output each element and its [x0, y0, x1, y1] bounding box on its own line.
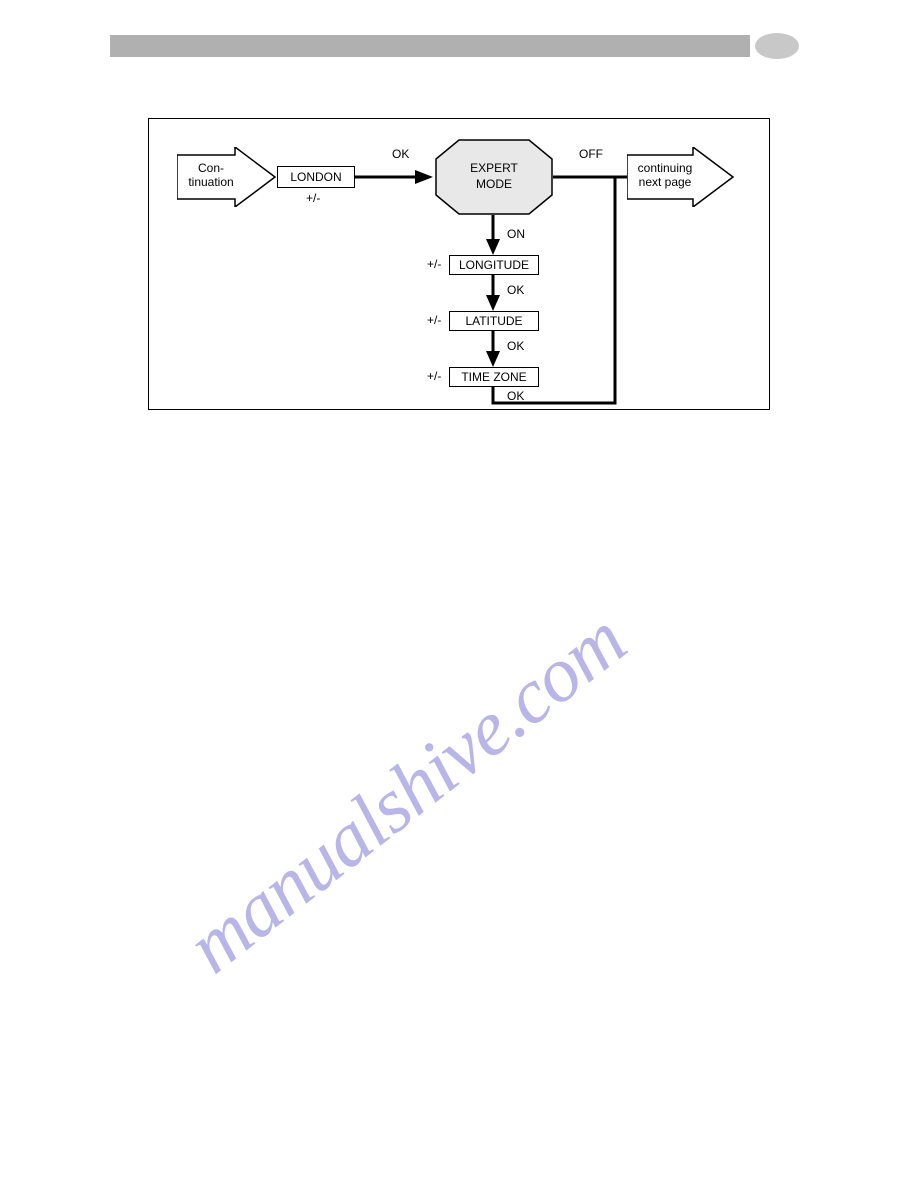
continuing-label: continuing next page [633, 161, 697, 190]
timezone-sublabel: +/- [427, 369, 441, 383]
arrow-london-expert [355, 167, 435, 187]
london-box: LONDON [277, 166, 355, 188]
flowchart-container: Con- tinuation LONDON +/- OK EXPERT MODE… [148, 118, 770, 410]
latitude-sublabel: +/- [427, 313, 441, 327]
ok-label-1: OK [392, 147, 409, 161]
header-bar [110, 35, 750, 57]
london-sublabel: +/- [306, 191, 320, 205]
off-label: OFF [579, 147, 603, 161]
header-ellipse [755, 33, 799, 59]
longitude-sublabel: +/- [427, 257, 441, 271]
continuation-label: Con- tinuation [183, 161, 239, 190]
watermark: manualshive.com [170, 594, 642, 990]
routing-line [489, 175, 629, 407]
